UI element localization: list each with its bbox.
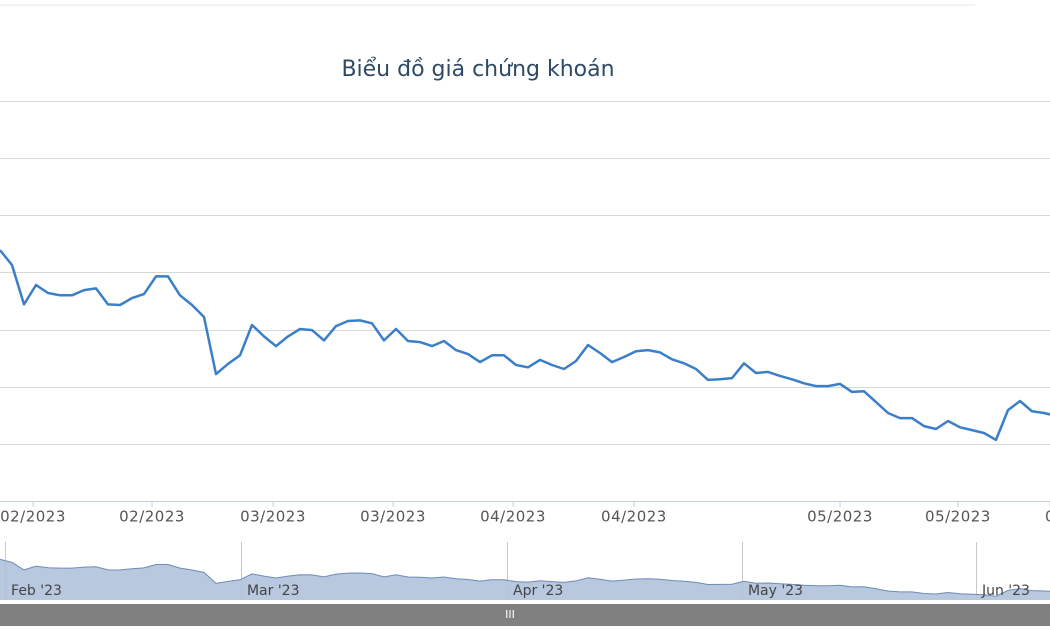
navigator-label: Jun '23 <box>981 583 1030 599</box>
navigator-label: Feb '23 <box>11 583 62 599</box>
x-tick-label: 02/2023 <box>119 508 185 526</box>
x-tick-label: 0 <box>1045 508 1050 526</box>
x-tick-label: 05/2023 <box>807 508 873 526</box>
x-tick-label: 03/2023 <box>240 508 306 526</box>
x-tick-label: 04/2023 <box>601 508 667 526</box>
navigator-label: Apr '23 <box>513 583 563 599</box>
scrollbar-grip[interactable]: III <box>505 608 515 621</box>
navigator-area <box>0 559 1050 600</box>
chart-title: Biểu đồ giá chứng khoán <box>341 57 614 82</box>
scrollbar[interactable] <box>0 604 1050 626</box>
x-tick-label: 03/2023 <box>360 508 426 526</box>
navigator-label: May '23 <box>748 583 803 599</box>
navigator-label: Mar '23 <box>247 583 300 599</box>
navigator-line <box>0 558 1050 597</box>
x-tick-label: 04/2023 <box>480 508 546 526</box>
x-tick-label: 02/2023 <box>0 508 66 526</box>
price-line <box>0 249 1050 442</box>
x-tick-label: 05/2023 <box>925 508 991 526</box>
